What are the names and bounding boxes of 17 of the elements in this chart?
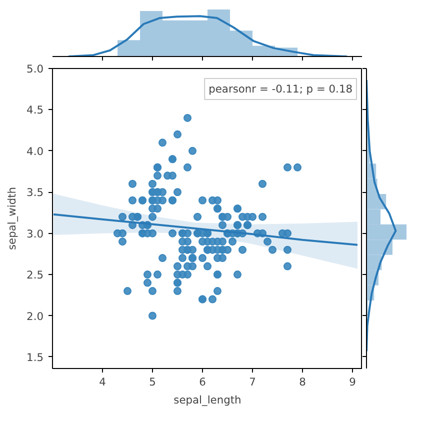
x-tick-label: 4 bbox=[99, 376, 106, 388]
y-axis-title: sepal_width bbox=[6, 186, 19, 250]
y-tick-label: 2.0 bbox=[26, 310, 44, 323]
x-tick-label: 7 bbox=[249, 376, 256, 388]
y-tick-label: 3.0 bbox=[26, 227, 44, 240]
x-tick-label: 8 bbox=[299, 376, 306, 388]
x-tick-label: 6 bbox=[199, 376, 206, 388]
x-axis-title: sepal_length bbox=[174, 394, 242, 406]
y-tick-label: 3.5 bbox=[26, 186, 44, 200]
y-tick-label: 4.5 bbox=[26, 104, 44, 117]
y-tick-label: 2.5 bbox=[26, 268, 44, 282]
y-tick-label: 4.0 bbox=[26, 144, 44, 158]
y-tick-label: 5.0 bbox=[26, 62, 44, 76]
x-tick-label: 5 bbox=[149, 376, 156, 388]
y-tick-label: 1.5 bbox=[26, 350, 44, 364]
x-tick-label: 9 bbox=[349, 376, 356, 388]
annotation: pearsonr = -0.11; p = 0.18 bbox=[208, 82, 353, 96]
